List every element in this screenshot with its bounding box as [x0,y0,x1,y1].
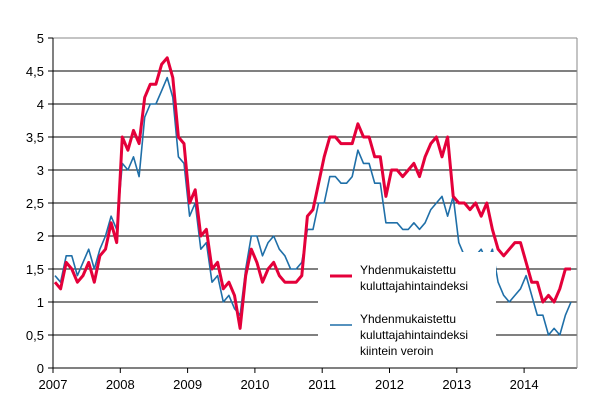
x-tick-label: 2011 [308,377,336,392]
axes: 0 0,5 1 1,5 2 2,5 3 3,5 4 4,5 5 2007 2008 2009 2010 201… [26,31,578,392]
y-tick-label: 1,5 [26,262,44,277]
y-tick-label: 1 [37,295,44,310]
x-tick-label: 2008 [106,377,135,392]
x-tick-label: 2009 [173,377,202,392]
y-tick-label: 2,5 [26,196,44,211]
y-tick-label: 4,5 [26,64,44,79]
legend-label: kiintein veroin [360,344,433,358]
x-tick-label: 2013 [442,377,471,392]
x-tick-label: 2014 [510,377,539,392]
y-tick-label: 3 [37,163,44,178]
legend-background [318,252,496,352]
legend-label: Yhdenmukaistettu [360,312,456,326]
y-tick-label: 4 [37,97,44,112]
legend-label: kuluttajahintaindeksi [360,328,468,342]
x-tick-label: 2012 [375,377,404,392]
y-tick-label: 3,5 [26,130,44,145]
y-tick-label: 5 [37,31,44,46]
y-tick-label: 0 [37,361,44,376]
y-tick-label: 2 [37,229,44,244]
x-tick-label: 2007 [39,377,68,392]
gridlines [53,37,577,336]
legend-label: Yhdenmukaistettu [360,263,456,277]
legend: Yhdenmukaistettu kuluttajahintaindeksi Yhd… [330,263,468,358]
x-tick-label: 2010 [240,377,269,392]
y-tick-label: 0,5 [26,328,44,343]
legend-label: kuluttajahintaindeksi [360,279,468,293]
series-line-1 [53,56,571,330]
